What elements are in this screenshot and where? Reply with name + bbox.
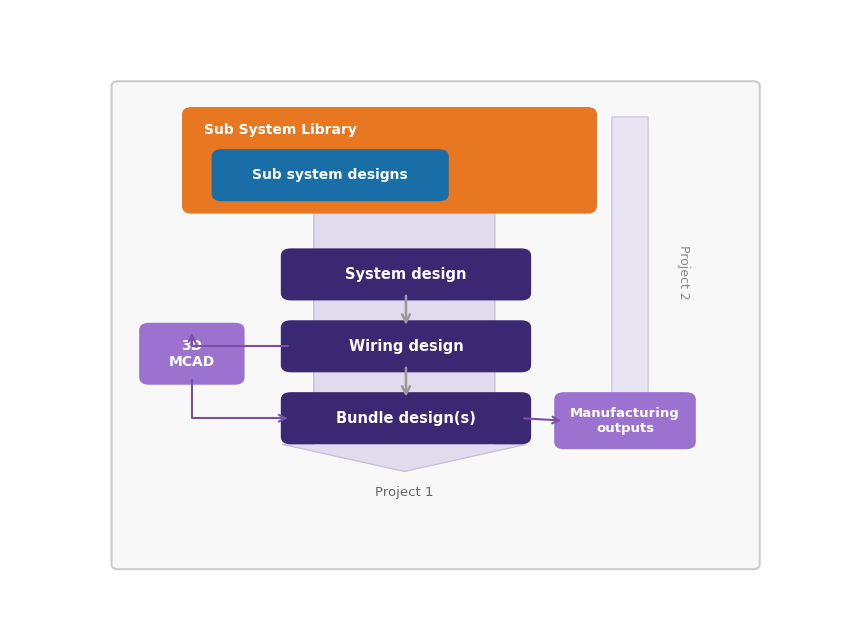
Text: Project 1: Project 1: [375, 486, 434, 499]
Polygon shape: [591, 117, 669, 427]
FancyBboxPatch shape: [280, 320, 531, 372]
Text: Sub system designs: Sub system designs: [252, 168, 408, 182]
FancyBboxPatch shape: [212, 149, 449, 201]
Text: Wiring design: Wiring design: [348, 339, 463, 354]
FancyBboxPatch shape: [139, 323, 245, 384]
Text: 3D
MCAD: 3D MCAD: [169, 339, 215, 369]
Text: Manufacturing
outputs: Manufacturing outputs: [570, 406, 680, 435]
Polygon shape: [282, 209, 526, 471]
Text: Sub System Library: Sub System Library: [204, 124, 357, 137]
FancyBboxPatch shape: [111, 81, 760, 569]
Text: Project 2: Project 2: [677, 245, 690, 299]
FancyBboxPatch shape: [280, 249, 531, 301]
FancyBboxPatch shape: [554, 392, 696, 450]
Text: System design: System design: [345, 267, 467, 282]
Text: Bundle design(s): Bundle design(s): [336, 411, 476, 426]
FancyBboxPatch shape: [280, 392, 531, 444]
FancyBboxPatch shape: [182, 107, 597, 214]
